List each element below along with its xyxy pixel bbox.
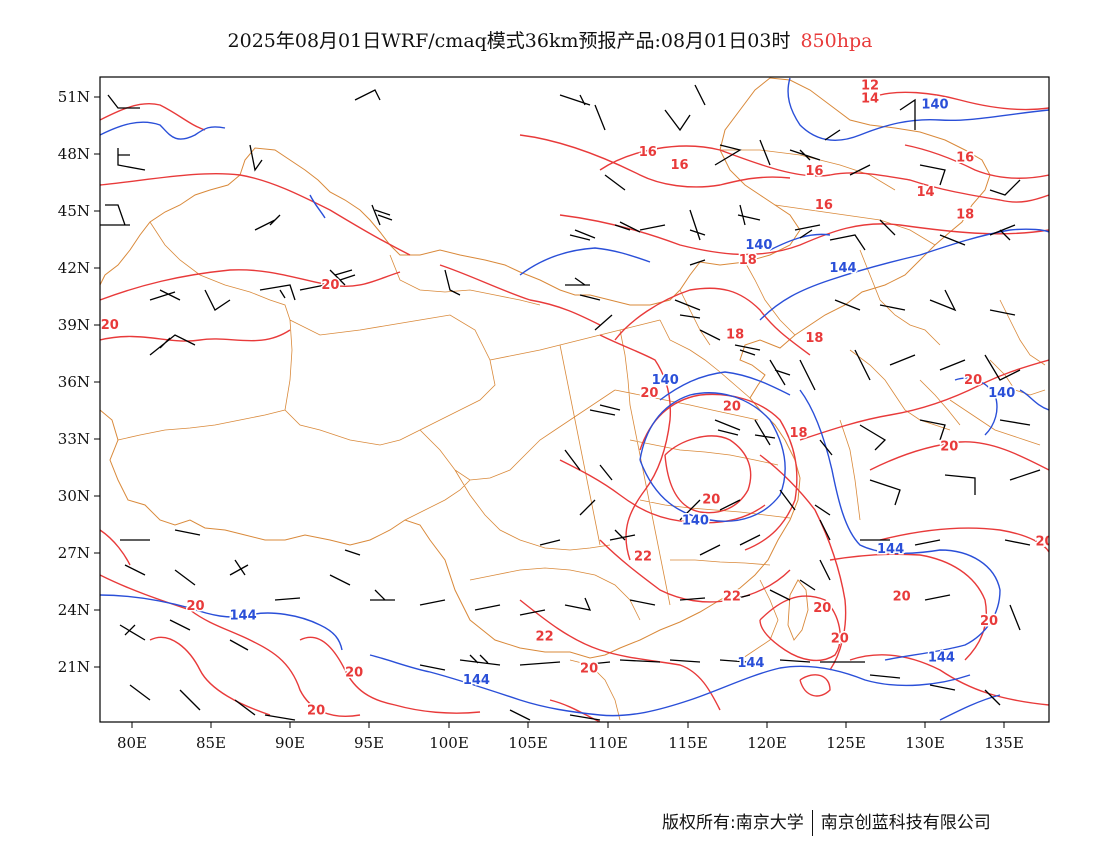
height-contour-label: 144 xyxy=(737,656,764,671)
lon-label: 95E xyxy=(354,734,384,752)
lat-label: 30N xyxy=(58,487,90,505)
title-main: 2025年08月01日WRF/cmaq模式36km预报产品:08月01日03时 xyxy=(227,30,791,52)
height-contour-label: 144 xyxy=(463,673,490,688)
height-contours xyxy=(100,77,1049,721)
temperature-contour-label: 16 xyxy=(956,151,974,166)
latitude-axis: 51N 48N 45N 42N 39N 36N 33N 30N 27N 24N … xyxy=(58,88,100,676)
lat-label: 24N xyxy=(58,601,90,619)
temperature-contour-label: 20 xyxy=(813,601,831,616)
map-frame xyxy=(99,76,1050,723)
lon-label: 80E xyxy=(117,734,147,752)
lat-label: 36N xyxy=(58,373,90,391)
lat-label: 48N xyxy=(58,145,90,163)
temperature-contour-label: 16 xyxy=(670,158,688,173)
temperature-contour-label: 18 xyxy=(956,208,974,223)
height-contour-label: 140 xyxy=(988,386,1015,401)
temperature-contour-label: 22 xyxy=(536,629,554,644)
lat-label: 39N xyxy=(58,316,90,334)
lon-label: 85E xyxy=(196,734,226,752)
china-boundary xyxy=(100,77,991,659)
lon-label: 125E xyxy=(826,734,866,752)
footer-separator xyxy=(811,810,813,836)
temperature-contour-label: 20 xyxy=(101,318,119,333)
temperature-contour-label: 16 xyxy=(639,145,657,160)
height-contour-label: 140 xyxy=(652,373,679,388)
east-asia-coastlines xyxy=(569,249,1046,721)
temperature-contour-label: 14 xyxy=(916,185,934,200)
wind-barbs xyxy=(100,84,1041,721)
temperature-contour-label: 18 xyxy=(805,331,823,346)
temperature-contour-label: 20 xyxy=(980,614,998,629)
temperature-contour-label: 14 xyxy=(861,92,879,107)
copyright-company: 南京创蓝科技有限公司 xyxy=(820,813,991,833)
temperature-contour-label: 20 xyxy=(964,373,982,388)
height-contour-label: 144 xyxy=(877,542,904,557)
temperature-contour-label: 20 xyxy=(186,599,204,614)
lon-label: 110E xyxy=(588,734,628,752)
lat-label: 51N xyxy=(58,88,90,106)
temperature-contour-label: 12 xyxy=(861,78,879,93)
temperature-contour-label: 20 xyxy=(723,400,741,415)
temperature-contour-label: 20 xyxy=(307,704,325,719)
temperature-contour-label: 22 xyxy=(634,550,652,565)
temperature-contour-label: 22 xyxy=(723,590,741,605)
lon-label: 90E xyxy=(275,734,305,752)
temperature-contour-label: 20 xyxy=(831,631,849,646)
temperature-contour-label: 20 xyxy=(640,386,658,401)
height-contour-label: 144 xyxy=(928,650,955,665)
copyright-footer: 版权所有:南京大学 南京创蓝科技有限公司 xyxy=(662,808,991,836)
lat-label: 42N xyxy=(58,259,90,277)
temperature-contour-label: 20 xyxy=(893,590,911,605)
lon-label: 135E xyxy=(984,734,1024,752)
map-title: 2025年08月01日WRF/cmaq模式36km预报产品:08月01日03时 8… xyxy=(0,26,1100,53)
temperature-contour-label: 20 xyxy=(321,278,339,293)
title-pressure-level: 850hpa xyxy=(800,30,873,52)
temperature-contour-label: 16 xyxy=(815,198,833,213)
height-contour-label: 140 xyxy=(682,514,709,529)
lat-label: 33N xyxy=(58,430,90,448)
lat-label: 27N xyxy=(58,544,90,562)
temperature-contour-label: 20 xyxy=(580,662,598,677)
temperature-contour-label: 20 xyxy=(345,666,363,681)
temperature-contour-label: 18 xyxy=(789,426,807,441)
height-contour-label: 144 xyxy=(829,261,856,276)
temperature-contour-label: 18 xyxy=(726,327,744,342)
temperature-contour-label: 20 xyxy=(1035,534,1053,549)
longitude-axis: 80E 85E 90E 95E 100E 105E 110E 115E 120E… xyxy=(117,722,1024,752)
lon-label: 115E xyxy=(668,734,708,752)
temperature-contour-label: 16 xyxy=(805,164,823,179)
lon-label: 120E xyxy=(747,734,787,752)
height-contour-label: 140 xyxy=(745,238,772,253)
taiwan-outline xyxy=(787,579,809,641)
height-contour-label: 140 xyxy=(921,97,948,112)
temperature-contours xyxy=(100,91,1049,722)
lat-label: 21N xyxy=(58,658,90,676)
lon-label: 105E xyxy=(508,734,548,752)
copyright-owner: 版权所有:南京大学 xyxy=(662,813,804,833)
lon-label: 130E xyxy=(905,734,945,752)
lat-label: 45N xyxy=(58,202,90,220)
temperature-contour-label: 20 xyxy=(702,493,720,508)
lon-label: 100E xyxy=(429,734,469,752)
temperature-contour-label: 20 xyxy=(940,439,958,454)
height-contour-label: 144 xyxy=(230,609,257,624)
temperature-contour-label: 18 xyxy=(739,253,757,268)
height-labels: 140 140 144 140 140 140 144 144 144 144 144 xyxy=(228,96,1017,690)
